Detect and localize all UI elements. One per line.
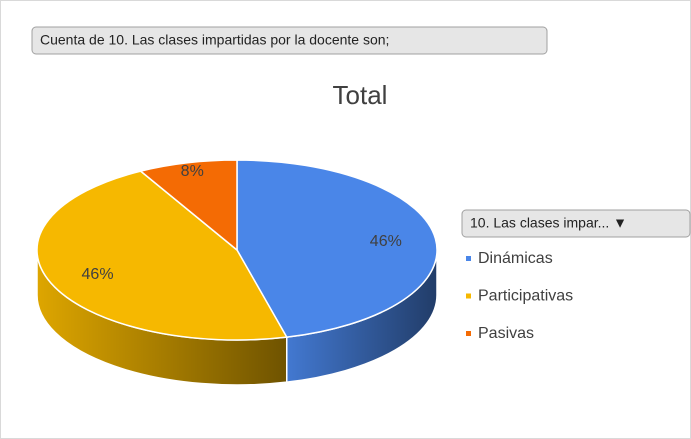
- data-label: 46%: [370, 233, 402, 250]
- legend-button-label[interactable]: 10. Las clases impar... ▼: [470, 215, 627, 231]
- legend-swatch: [466, 331, 471, 336]
- legend-button[interactable]: [461, 209, 691, 238]
- data-label: 46%: [82, 266, 114, 283]
- legend-swatch: [466, 293, 471, 299]
- field-button-label[interactable]: Cuenta de 10. Las clases impartidas por …: [40, 32, 389, 48]
- field-button[interactable]: [31, 26, 548, 55]
- pie-slice: [236, 159, 438, 338]
- legend-label: Participativas: [478, 288, 573, 305]
- chart-title: Total: [333, 80, 388, 110]
- pie-slice: [36, 170, 288, 341]
- pie-slice: [139, 159, 238, 252]
- legend-swatch: [466, 256, 471, 261]
- data-label: 8%: [181, 163, 204, 180]
- legend-label: Pasivas: [478, 325, 534, 342]
- legend-label: Dinámicas: [478, 250, 553, 267]
